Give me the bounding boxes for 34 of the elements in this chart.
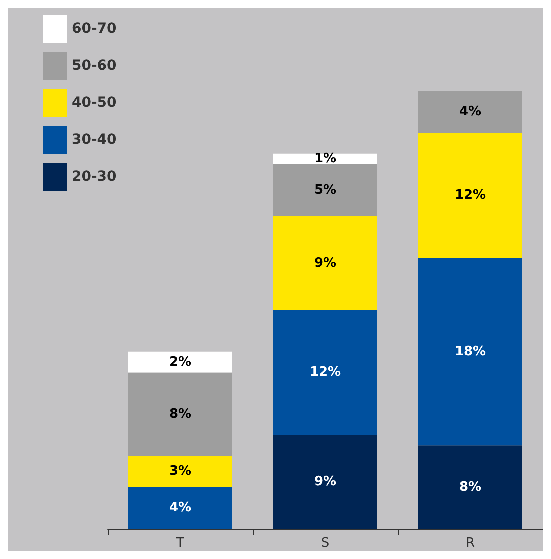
bar	[418, 91, 522, 134]
bar	[274, 310, 378, 436]
bar	[274, 164, 378, 216]
bar	[418, 446, 522, 529]
x-tick-label: S	[321, 536, 330, 551]
bar	[128, 372, 232, 456]
bar	[274, 435, 378, 529]
data-label: 3%	[169, 464, 192, 480]
data-label: 18%	[454, 344, 486, 360]
data-label: 8%	[459, 480, 482, 495]
bar	[128, 456, 232, 488]
bar	[128, 352, 232, 373]
x-tick-label: T	[176, 536, 185, 551]
data-label: 12%	[310, 365, 342, 380]
data-label: 2%	[169, 354, 192, 370]
legend-label: 30-40	[72, 132, 118, 148]
data-label: 4%	[169, 500, 192, 516]
data-label: 9%	[314, 256, 337, 271]
bar	[418, 133, 522, 258]
bar	[418, 258, 522, 446]
legend-label: 40-50	[72, 95, 118, 111]
data-label: 9%	[314, 474, 337, 490]
legend-label: 20-30	[72, 169, 118, 185]
legend-label: 60-70	[72, 21, 118, 37]
data-label: 4%	[459, 104, 482, 120]
bar	[274, 154, 378, 164]
data-label: 8%	[169, 406, 192, 422]
x-tick-label: R	[466, 536, 476, 551]
data-label: 1%	[314, 152, 337, 167]
data-label: 12%	[454, 188, 486, 204]
legend-label: 50-60	[72, 58, 118, 74]
bar	[274, 216, 378, 310]
data-label: 5%	[314, 182, 337, 198]
bar	[128, 487, 232, 529]
